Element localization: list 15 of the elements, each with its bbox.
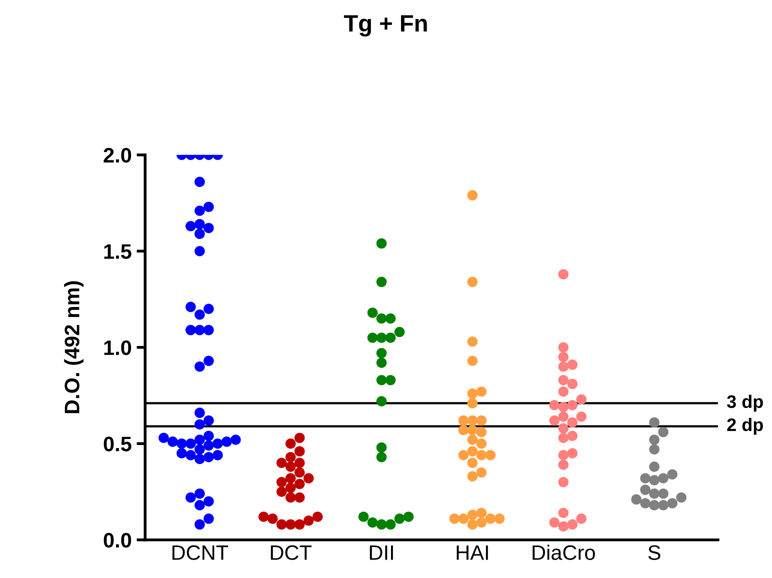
y-tick-label: 2.0 — [104, 148, 132, 163]
y-tick-label: 1.0 — [104, 340, 132, 356]
chart-title: Tg + Fn — [344, 15, 427, 36]
y-tick-label: 1.5 — [104, 244, 132, 259]
x-tick-label: DII — [370, 545, 393, 560]
y-tick-label: 0.0 — [104, 532, 132, 548]
ref-line-label: 3 dp — [726, 394, 763, 412]
x-tick-label: DCNT — [172, 545, 228, 560]
y-axis-title: D.O. (492 nm) — [64, 281, 84, 414]
y-tick-label: 0.5 — [104, 436, 132, 452]
x-tick-label: S — [648, 545, 660, 560]
ref-line-label: 2 dp — [727, 418, 763, 435]
x-tick-label: DiaCro — [532, 544, 595, 560]
x-tick-label: HAI — [456, 545, 488, 560]
x-tick-label: DCT — [270, 545, 312, 560]
